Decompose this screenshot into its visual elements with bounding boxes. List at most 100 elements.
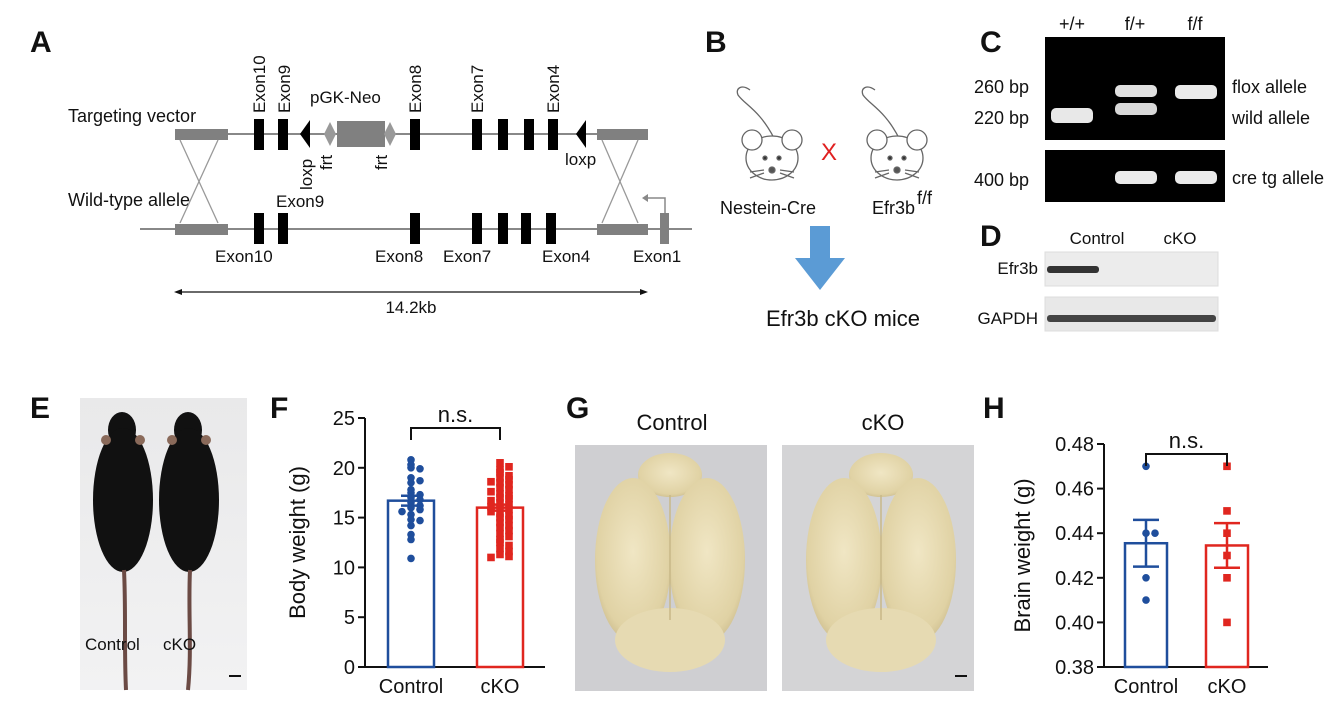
chart-body-weight: 0 5 10 15 20 25 Body weight (g) Control cKO n.s.: [285, 402, 545, 698]
mouse-icon-nestin-cre: [736, 86, 803, 181]
data-point: [407, 521, 415, 530]
brain-control: [595, 453, 745, 672]
exon9-wt: [278, 213, 288, 244]
x-tick-label: Control: [379, 676, 443, 698]
data-point: [496, 498, 504, 507]
length-label: 14.2kb: [385, 298, 436, 317]
brain-cko: [806, 453, 956, 672]
exon4-top-label: Exon4: [544, 65, 563, 113]
y-tick-label: 0.38: [1055, 657, 1094, 679]
size-260: 260 bp: [974, 77, 1029, 97]
allele-cre: cre tg allele: [1232, 168, 1324, 188]
significance-label: n.s.: [1169, 428, 1204, 453]
exon6-top: [498, 119, 508, 150]
loxp-left-label: loxp: [297, 159, 316, 190]
data-point: [496, 468, 504, 477]
left-arm: [175, 129, 228, 140]
exon5-top: [524, 119, 534, 150]
panel-letter-g: G: [566, 392, 589, 425]
loxp-left-icon: [300, 120, 310, 148]
data-point: [496, 529, 504, 538]
exon7-wt: [472, 213, 482, 244]
data-point: [505, 463, 513, 471]
band-het-cre: [1115, 171, 1157, 184]
chart-brain-weight: 0.38 0.40 0.42 0.44 0.46 0.48 Brain weight (g)…: [1010, 428, 1268, 698]
y-axis-label: Body weight (g): [285, 466, 310, 619]
significance-bracket: [1145, 453, 1228, 466]
data-point: [505, 547, 513, 556]
breeding-scheme: X Nestein-Cre Efr3b f/f Efr3b cKO mice: [720, 86, 933, 331]
photo-label-control: Control: [85, 635, 140, 654]
protein-efr3b: Efr3b: [997, 259, 1038, 278]
significance-label: n.s.: [438, 402, 473, 427]
data-point: [487, 487, 495, 496]
frt-right-label: frt: [372, 155, 391, 170]
data-point: [407, 515, 415, 524]
mouse2-genotype: f/f: [917, 188, 933, 208]
data-point: [496, 544, 504, 553]
data-point: [416, 495, 424, 504]
frt-left-icon: [324, 122, 336, 146]
mouse1-label: Nestein-Cre: [720, 198, 816, 218]
loxp-right-label: loxp: [565, 150, 596, 169]
frt-right-icon: [384, 122, 396, 146]
x-tick-label: cKO: [481, 676, 520, 698]
band-flox-260: [1175, 85, 1217, 99]
data-point: [496, 493, 504, 502]
data-point: [407, 478, 415, 487]
lane-label-flox: f/f: [1187, 14, 1203, 34]
mouse-icon-efr3b: [861, 86, 928, 181]
length-arrow-right-icon: [640, 289, 648, 295]
data-point: [487, 553, 495, 562]
y-tick-label: 10: [333, 557, 355, 579]
exon1-wt-label: Exon1: [633, 247, 681, 266]
wt-left-arm: [175, 224, 228, 235]
exon5-wt: [521, 213, 531, 244]
data-point: [1223, 574, 1231, 582]
exon10-top: [254, 119, 264, 150]
panel-letter-c: C: [980, 26, 1002, 59]
data-point: [505, 511, 513, 520]
wildtype-allele-label: Wild-type allele: [68, 190, 190, 210]
band-gapdh: [1047, 315, 1216, 322]
exon8-wt: [410, 213, 420, 244]
exon4-top: [548, 119, 558, 150]
exon9-top-label: Exon9: [275, 65, 294, 113]
photo-label-cko: cKO: [163, 635, 196, 654]
data-point: [1223, 507, 1231, 515]
y-tick-label: 25: [333, 408, 355, 430]
y-tick-label: 0.46: [1055, 479, 1094, 501]
exon9-top: [278, 119, 288, 150]
data-point: [496, 459, 504, 467]
data-point: [496, 513, 504, 522]
exon8-wt-label: Exon8: [375, 247, 423, 266]
band-wt-220: [1051, 108, 1093, 123]
data-point: [416, 464, 424, 473]
data-point: [496, 538, 504, 547]
data-point: [487, 496, 495, 505]
y-tick-label: 20: [333, 458, 355, 480]
data-point: [505, 494, 513, 503]
exon4-wt-label: Exon4: [542, 247, 590, 266]
recombination-crosses: [179, 139, 639, 224]
x-tick-label: cKO: [1208, 676, 1247, 698]
y-tick-label: 0.42: [1055, 568, 1094, 590]
allele-wild: wild allele: [1231, 108, 1310, 128]
exon7-top: [472, 119, 482, 150]
exon10-wt-label: Exon10: [215, 247, 273, 266]
data-point: [1223, 618, 1231, 627]
data-point: [407, 535, 415, 544]
y-tick-label: 15: [333, 508, 355, 530]
data-point: [1142, 462, 1150, 471]
data-point: [505, 532, 513, 541]
targeting-diagram: Targeting vector Wild-type allele Exon10…: [68, 55, 692, 317]
neo-cassette: [337, 121, 385, 147]
promoter-arrow-icon: [648, 197, 666, 213]
lane-label-wt: +/+: [1059, 14, 1085, 34]
exon10-wt: [254, 213, 264, 244]
exon6-wt: [498, 213, 508, 244]
x-tick-label: Control: [1114, 676, 1178, 698]
brain-label-control: Control: [637, 410, 708, 435]
data-point: [1142, 596, 1150, 604]
